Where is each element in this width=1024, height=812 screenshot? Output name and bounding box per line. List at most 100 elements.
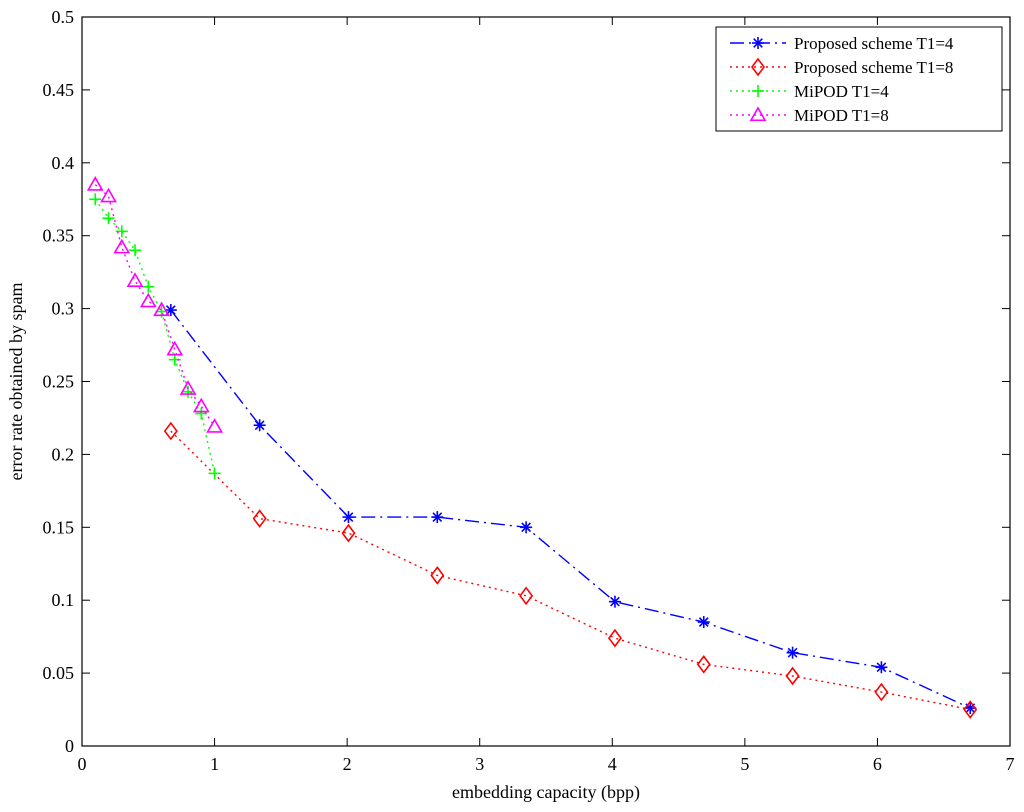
series-2-point-shape <box>519 586 534 606</box>
series-4-point <box>179 380 197 395</box>
series-4-point <box>139 292 157 308</box>
series-4-point <box>126 272 144 287</box>
series-layer <box>86 176 978 719</box>
series-2-point <box>430 566 445 585</box>
x-tick-label: 7 <box>1006 754 1015 774</box>
series-4-point <box>100 187 117 203</box>
legend-label: Proposed scheme T1=8 <box>794 58 953 77</box>
series-2-point <box>519 586 534 606</box>
series-1-point <box>520 521 533 534</box>
series-2-point <box>874 682 889 702</box>
series-2-point-shape <box>874 682 889 702</box>
series-1-point-stroke <box>521 522 531 533</box>
series-2-point-shape <box>607 628 622 648</box>
y-axis-label: error rate obtained by spam <box>6 283 26 481</box>
series-3-point <box>115 225 128 238</box>
series-4-point-shape <box>100 187 117 203</box>
x-tick-label: 1 <box>210 754 219 774</box>
legend-marker-shape <box>751 57 765 77</box>
series-3-point <box>142 280 155 293</box>
x-tick-label: 0 <box>78 754 87 774</box>
series-4-point-shape <box>166 340 184 356</box>
series-2-point-shape <box>963 700 978 719</box>
series-4-point <box>166 340 184 356</box>
series-3-point <box>129 244 142 257</box>
legend-box <box>715 26 1003 132</box>
series-2-point-shape <box>430 566 445 585</box>
plot-area <box>82 17 1010 746</box>
series-3-line <box>94 198 216 474</box>
series-2-point <box>607 628 622 648</box>
series-2-point-shape <box>341 523 356 543</box>
series-3-point <box>208 467 221 480</box>
legend-item-1: Proposed scheme T1=4 <box>730 34 954 53</box>
series-2-point <box>785 666 800 686</box>
series-1-point <box>786 646 799 659</box>
legend-item-2: Proposed scheme T1=8 <box>730 57 953 77</box>
y-tick-label: 0.5 <box>52 7 75 27</box>
legend-marker <box>749 106 767 122</box>
y-tick-label: 0.1 <box>52 590 75 610</box>
series-1-point <box>875 661 888 674</box>
series-2-line <box>170 430 971 711</box>
series-4-point <box>86 176 104 191</box>
series-1-point <box>608 595 621 608</box>
legend-marker <box>752 85 764 97</box>
series-4-point-shape <box>126 272 144 287</box>
series-2-point <box>963 700 978 719</box>
y-tick-label: 0.2 <box>52 444 75 464</box>
legend-label: MiPOD T1=4 <box>794 82 889 101</box>
series-2-point <box>252 509 267 528</box>
series-2-point <box>696 655 711 674</box>
legend-marker-shape <box>749 106 767 122</box>
series-1-point <box>431 511 444 524</box>
x-tick-label: 6 <box>873 754 882 774</box>
series-1-point <box>253 419 266 432</box>
legend-marker <box>752 37 764 49</box>
legend-label: Proposed scheme T1=4 <box>794 34 954 53</box>
series-4-point <box>113 238 131 254</box>
y-tick-label: 0.35 <box>43 226 75 246</box>
series-4-point-shape <box>86 176 104 191</box>
series-2-point-shape <box>163 421 178 441</box>
x-tick-label: 4 <box>608 754 617 774</box>
x-tick-label: 3 <box>475 754 484 774</box>
y-tick-label: 0 <box>65 736 74 756</box>
series-3-point <box>89 193 102 206</box>
y-tick-label: 0.25 <box>43 372 75 392</box>
legend-item-3: MiPOD T1=4 <box>730 82 889 101</box>
series-4-point <box>192 397 210 413</box>
plot-background <box>82 17 1010 746</box>
series-1-point <box>697 616 710 629</box>
legend: Proposed scheme T1=4 Proposed scheme T1=8… <box>715 26 1003 132</box>
series-2 <box>163 421 978 719</box>
x-axis-label: embedding capacity (bpp) <box>452 782 640 803</box>
legend-marker-stroke <box>753 38 763 48</box>
legend-label: MiPOD T1=8 <box>794 106 889 125</box>
series-4-point <box>153 301 170 317</box>
series-4-point-shape <box>153 301 170 317</box>
series-4-point-shape <box>206 418 223 433</box>
series-1-point <box>164 304 177 317</box>
y-tick-label: 0.15 <box>43 517 75 537</box>
series-1-point-stroke <box>610 596 620 607</box>
series-4-point-shape <box>179 380 197 395</box>
series-2-point-shape <box>696 655 711 674</box>
series-4-point <box>206 418 223 433</box>
series-2-point <box>163 421 178 441</box>
series-2-point-shape <box>252 509 267 528</box>
series-1-point-stroke <box>787 647 798 658</box>
y-tick-label: 0.3 <box>52 299 75 319</box>
series-1-point <box>342 511 355 524</box>
y-tick-label: 0.05 <box>43 663 75 683</box>
series-1-point-stroke <box>432 512 443 522</box>
series-4-point-shape <box>192 397 210 413</box>
series-1-line <box>170 309 971 709</box>
series-1-point-stroke <box>343 512 354 522</box>
x-tick-label: 5 <box>740 754 749 774</box>
x-tick-label: 2 <box>343 754 352 774</box>
series-1-point-stroke <box>876 662 887 673</box>
axes-layer: 0 1 2 3 4 5 6 7 0 0.05 0.1 0.15 0.2 0.25 0.3 0.35 0.4 0.4… <box>43 7 1015 774</box>
